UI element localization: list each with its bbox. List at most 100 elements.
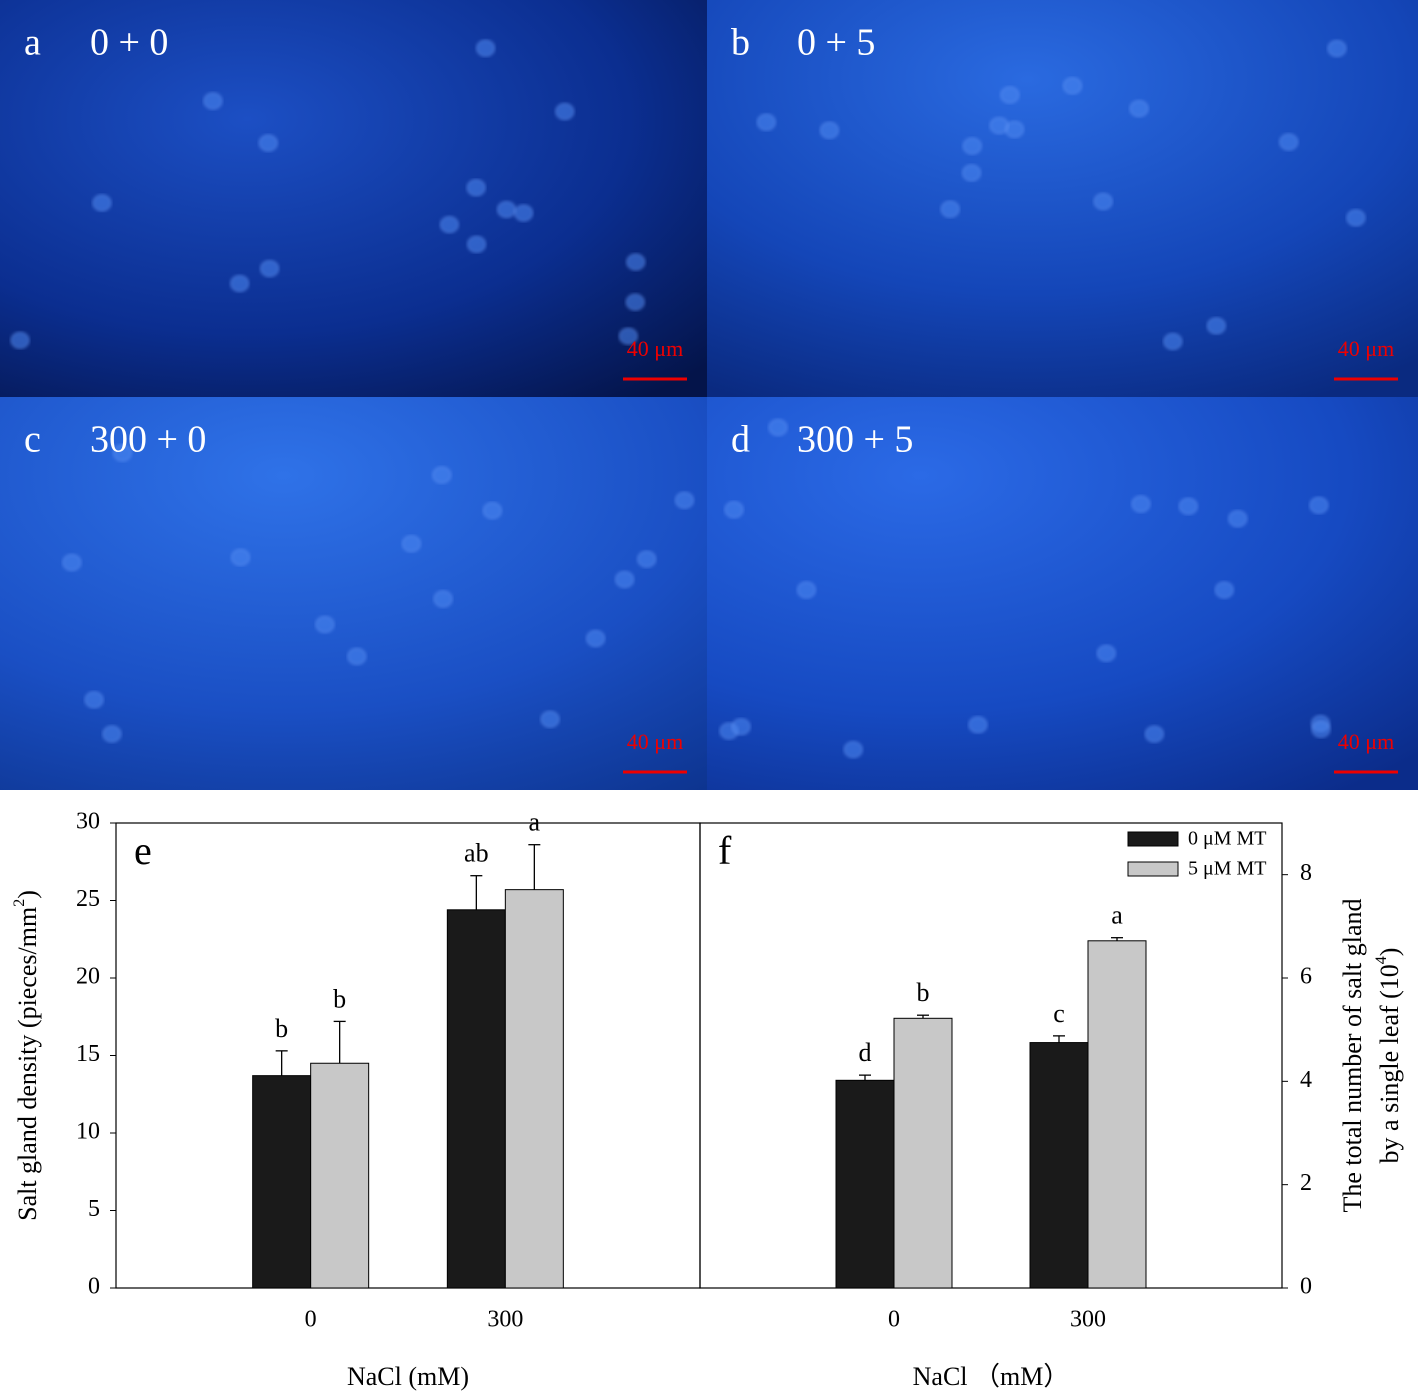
significance-letter: a xyxy=(1111,901,1123,930)
scale-bar-label: 40 μm xyxy=(627,729,683,754)
salt-gland xyxy=(92,194,112,212)
salt-gland xyxy=(768,419,788,437)
bar xyxy=(835,1079,895,1289)
micrograph: d 300 + 5 40 μm xyxy=(707,397,1418,790)
salt-gland xyxy=(1346,209,1366,227)
bar xyxy=(1087,940,1147,1289)
significance-letter: b xyxy=(275,1014,288,1043)
salt-gland xyxy=(84,691,104,709)
significance-letter: b xyxy=(917,978,930,1007)
salt-gland xyxy=(231,548,251,566)
x-tick-label: 300 xyxy=(487,1307,523,1333)
salt-gland xyxy=(467,235,487,253)
treatment-label: 0 + 0 xyxy=(90,22,168,64)
salt-gland xyxy=(476,39,496,57)
y-tick-label: 0 xyxy=(1300,1274,1312,1300)
salt-gland xyxy=(843,741,863,759)
salt-gland xyxy=(625,293,645,311)
significance-letter: a xyxy=(529,808,541,837)
salt-gland xyxy=(1214,581,1234,599)
panel-letter: f xyxy=(718,828,732,873)
x-tick-label: 0 xyxy=(888,1307,900,1333)
micrograph-background xyxy=(0,0,707,397)
y-axis-title-main: Salt gland density (pieces/mm xyxy=(13,907,42,1221)
x-tick-label: 0 xyxy=(305,1307,317,1333)
scale-bar-label: 40 μm xyxy=(1338,336,1394,361)
panel-letter: a xyxy=(24,22,41,64)
legend-swatch xyxy=(1127,831,1179,847)
salt-gland xyxy=(432,466,452,484)
error-bar xyxy=(275,1050,288,1076)
salt-gland xyxy=(1279,133,1299,151)
y-tick-label: 0 xyxy=(88,1274,100,1300)
micrograph: b 0 + 5 40 μm xyxy=(707,0,1418,397)
panel-letter: b xyxy=(731,22,750,64)
micrograph: c 300 + 0 40 μm xyxy=(0,397,707,790)
y-tick-label: 30 xyxy=(76,809,100,835)
treatment-label: 0 + 5 xyxy=(797,22,875,64)
salt-gland xyxy=(1206,317,1226,335)
salt-gland xyxy=(347,647,367,665)
bar xyxy=(1029,1042,1089,1289)
error-bar xyxy=(859,1074,871,1081)
x-axis-title: NaCl （mM） xyxy=(913,1362,1070,1391)
salt-gland xyxy=(615,570,635,588)
panel-letter: d xyxy=(731,419,750,461)
significance-letter: ab xyxy=(464,839,489,868)
salt-gland xyxy=(1129,100,1149,118)
salt-gland xyxy=(496,201,516,219)
y-axis-title-sup: 2 xyxy=(11,899,28,907)
bar xyxy=(446,909,506,1289)
salt-gland xyxy=(10,331,30,349)
micrograph-background xyxy=(0,397,707,790)
y-axis-title-end: ) xyxy=(13,890,42,899)
x-tick-label: 300 xyxy=(1070,1307,1106,1333)
y-tick-label: 8 xyxy=(1300,860,1312,886)
salt-gland xyxy=(1163,333,1183,351)
salt-gland xyxy=(796,581,816,599)
y-axis-title: by a single leaf (104) xyxy=(1373,948,1404,1164)
salt-gland xyxy=(637,550,657,568)
x-axis-title: NaCl (mM) xyxy=(347,1362,469,1391)
y-axis-title: The total number of salt gland xyxy=(1338,898,1367,1212)
error-bar xyxy=(1053,1035,1065,1043)
salt-gland xyxy=(514,204,534,222)
bar xyxy=(893,1017,953,1289)
salt-gland xyxy=(731,718,751,736)
salt-gland xyxy=(401,535,421,553)
legend-swatch xyxy=(1127,861,1179,877)
salt-gland xyxy=(1093,192,1113,210)
error-bar xyxy=(528,844,541,890)
micrographs: a 0 + 0 40 μm b 0 + 5 40 μm c 300 + 0 40 μm d 300 … xyxy=(0,0,1418,790)
error-bar xyxy=(470,875,483,910)
treatment-label: 300 + 5 xyxy=(797,419,913,461)
salt-gland xyxy=(230,274,250,292)
salt-gland xyxy=(112,444,132,462)
salt-gland xyxy=(260,260,280,278)
salt-gland xyxy=(1311,720,1331,738)
salt-gland xyxy=(555,103,575,121)
y-tick-label: 4 xyxy=(1300,1067,1312,1093)
salt-gland xyxy=(940,200,960,218)
salt-gland xyxy=(433,590,453,608)
salt-gland xyxy=(1178,497,1198,515)
salt-gland xyxy=(315,615,335,633)
salt-gland xyxy=(62,553,82,571)
treatment-label: 300 + 0 xyxy=(90,419,206,461)
salt-gland xyxy=(1309,496,1329,514)
y-tick-label: 20 xyxy=(76,964,100,990)
salt-gland xyxy=(1000,86,1020,104)
salt-gland xyxy=(989,117,1009,135)
salt-gland xyxy=(1327,39,1347,57)
salt-gland xyxy=(1144,725,1164,743)
legend-label: 0 μM MT xyxy=(1188,828,1267,850)
y-tick-label: 15 xyxy=(76,1041,100,1067)
panel-letter: e xyxy=(134,828,152,873)
salt-gland xyxy=(482,502,502,520)
salt-gland xyxy=(962,164,982,182)
salt-gland xyxy=(1096,644,1116,662)
significance-letter: c xyxy=(1053,999,1065,1028)
salt-gland xyxy=(439,216,459,234)
